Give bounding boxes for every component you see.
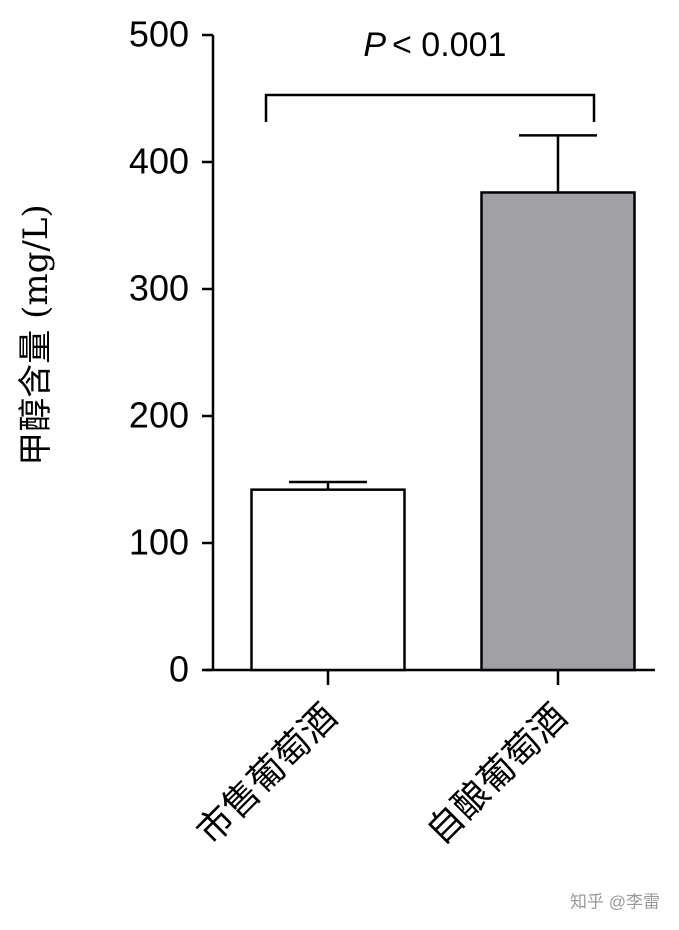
- y-tick-label: 400: [129, 141, 189, 182]
- x-tick-label: 市售葡萄酒: [189, 696, 345, 852]
- significance-text: < 0.001: [392, 26, 506, 64]
- y-tick-label: 200: [129, 395, 189, 436]
- y-tick-label: 300: [129, 268, 189, 309]
- bar: [480, 191, 636, 672]
- y-tick-label: 0: [169, 649, 189, 690]
- y-tick-label: 500: [129, 14, 189, 55]
- x-tick-label: 自酿葡萄酒: [419, 696, 575, 852]
- y-tick-label: 100: [129, 522, 189, 563]
- watermark: 知乎 @李雷: [570, 892, 660, 911]
- bar: [250, 488, 406, 672]
- y-axis-label: 甲醇含量 (mg/L): [16, 204, 56, 465]
- significance-symbol: P: [363, 26, 386, 64]
- significance-bracket: [264, 93, 596, 122]
